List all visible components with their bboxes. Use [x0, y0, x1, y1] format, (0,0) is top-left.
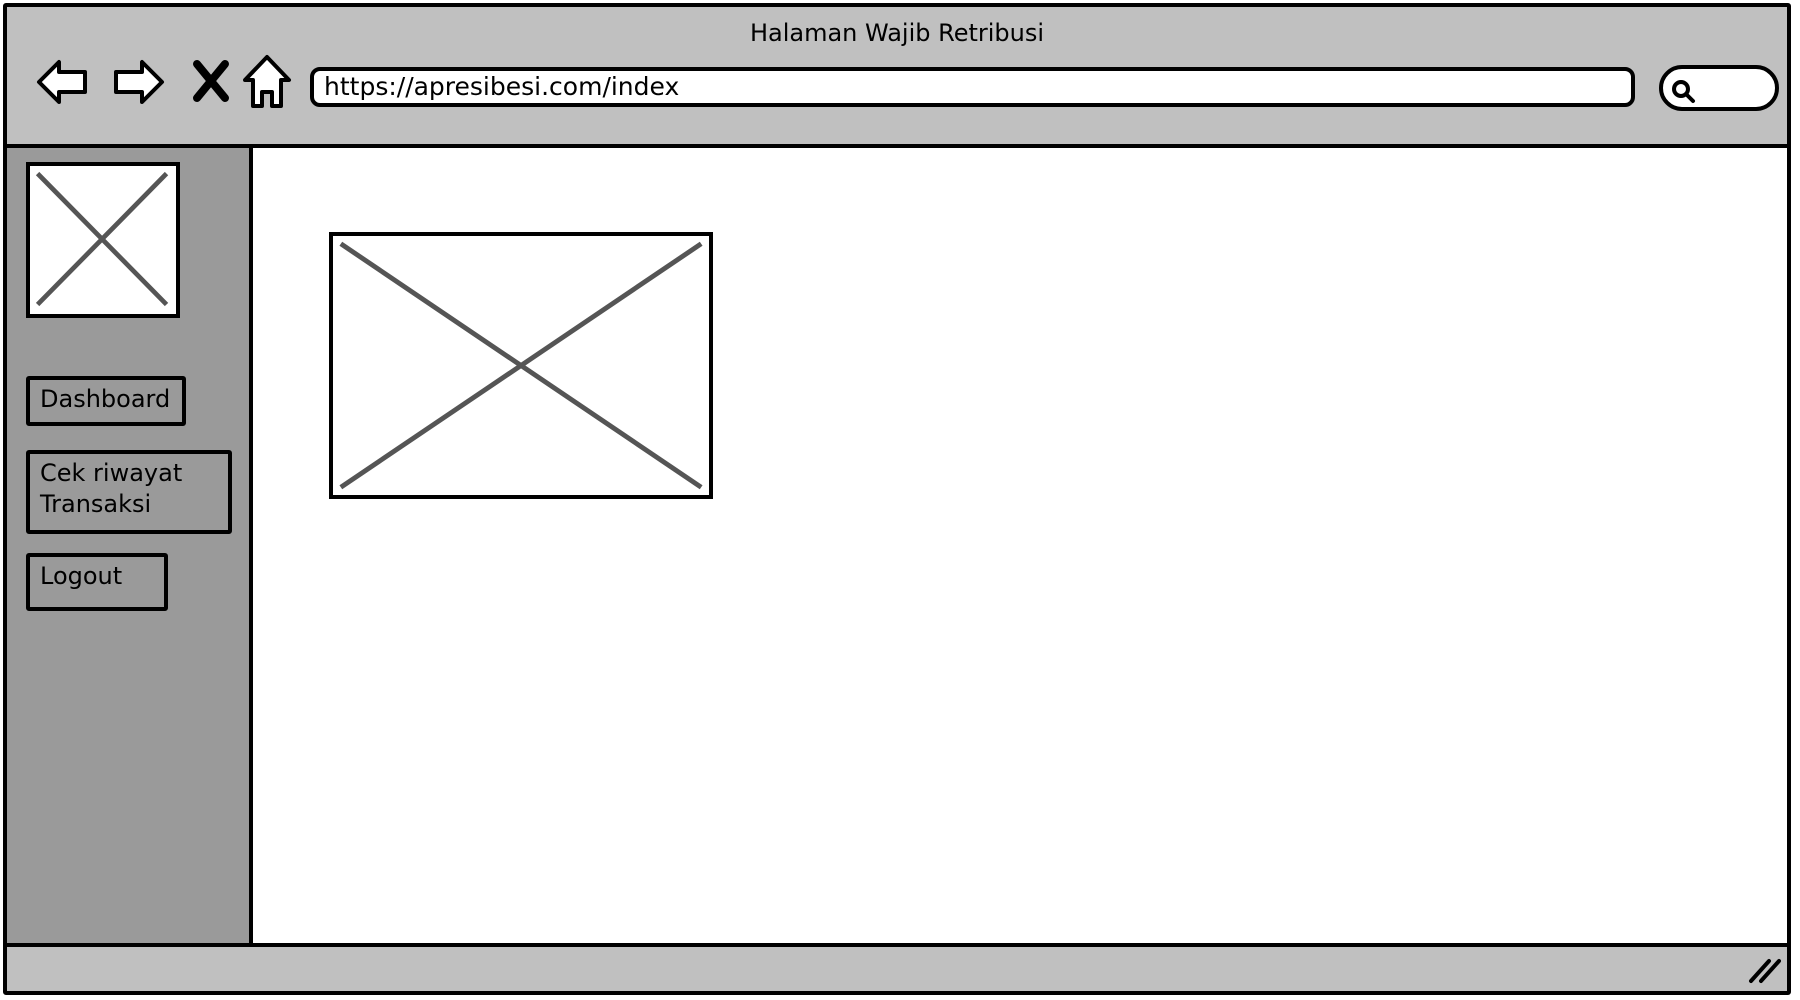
- address-bar[interactable]: https://apresibesi.com/index: [310, 67, 1635, 107]
- resize-grip-icon[interactable]: [1747, 955, 1781, 985]
- browser-toolbar: Halaman Wajib Retribusi https://apresibe…: [7, 7, 1787, 148]
- image-placeholder-icon: [35, 171, 169, 307]
- sidebar-item-transaction-history[interactable]: Cek riwayat Transaksi: [26, 450, 232, 534]
- back-arrow-icon[interactable]: [33, 52, 93, 112]
- image-placeholder-icon: [339, 241, 703, 490]
- close-icon[interactable]: [181, 52, 241, 112]
- main-image: [329, 232, 713, 499]
- home-icon[interactable]: [237, 52, 297, 112]
- forward-arrow-icon[interactable]: [108, 52, 168, 112]
- sidebar-item-dashboard[interactable]: Dashboard: [26, 376, 186, 426]
- status-bar: [7, 943, 1787, 991]
- sidebar: Dashboard Cek riwayat Transaksi Logout: [7, 148, 253, 948]
- window-title: Halaman Wajib Retribusi: [749, 19, 1045, 47]
- browser-window: Halaman Wajib Retribusi https://apresibe…: [3, 3, 1791, 995]
- logo-image: [26, 162, 180, 318]
- search-icon: [1672, 80, 1695, 103]
- sidebar-item-logout[interactable]: Logout: [26, 553, 168, 611]
- search-input[interactable]: [1659, 65, 1779, 111]
